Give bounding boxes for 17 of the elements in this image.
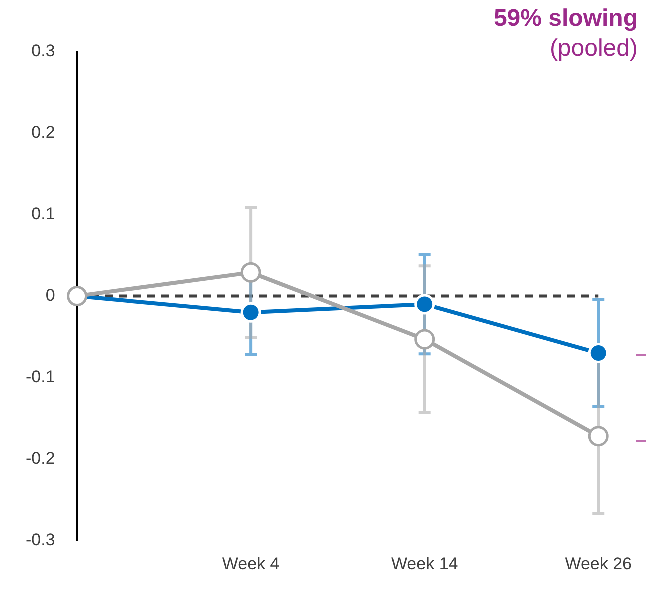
y-tick-label: -0.1 [26,367,56,386]
y-tick-label: 0.2 [32,123,56,142]
x-tick-label: Week 4 [222,554,280,574]
annotation: (pooled) [548,34,638,64]
x-tick-label: Week 14 [391,554,458,574]
text: 59% slowing [494,4,638,34]
y-tick-label: 0 [46,286,56,305]
x-tick-label: Week 26 [565,554,632,574]
point [414,294,436,315]
y-tick-label: 0.3 [32,42,56,61]
y-tick-label: -0.2 [26,448,56,468]
point [240,302,262,323]
point [588,426,609,447]
y-tick-label: -0.3 [26,530,56,550]
point [240,262,262,283]
point [414,329,436,350]
y-tick-label: 0.1 [32,204,56,224]
